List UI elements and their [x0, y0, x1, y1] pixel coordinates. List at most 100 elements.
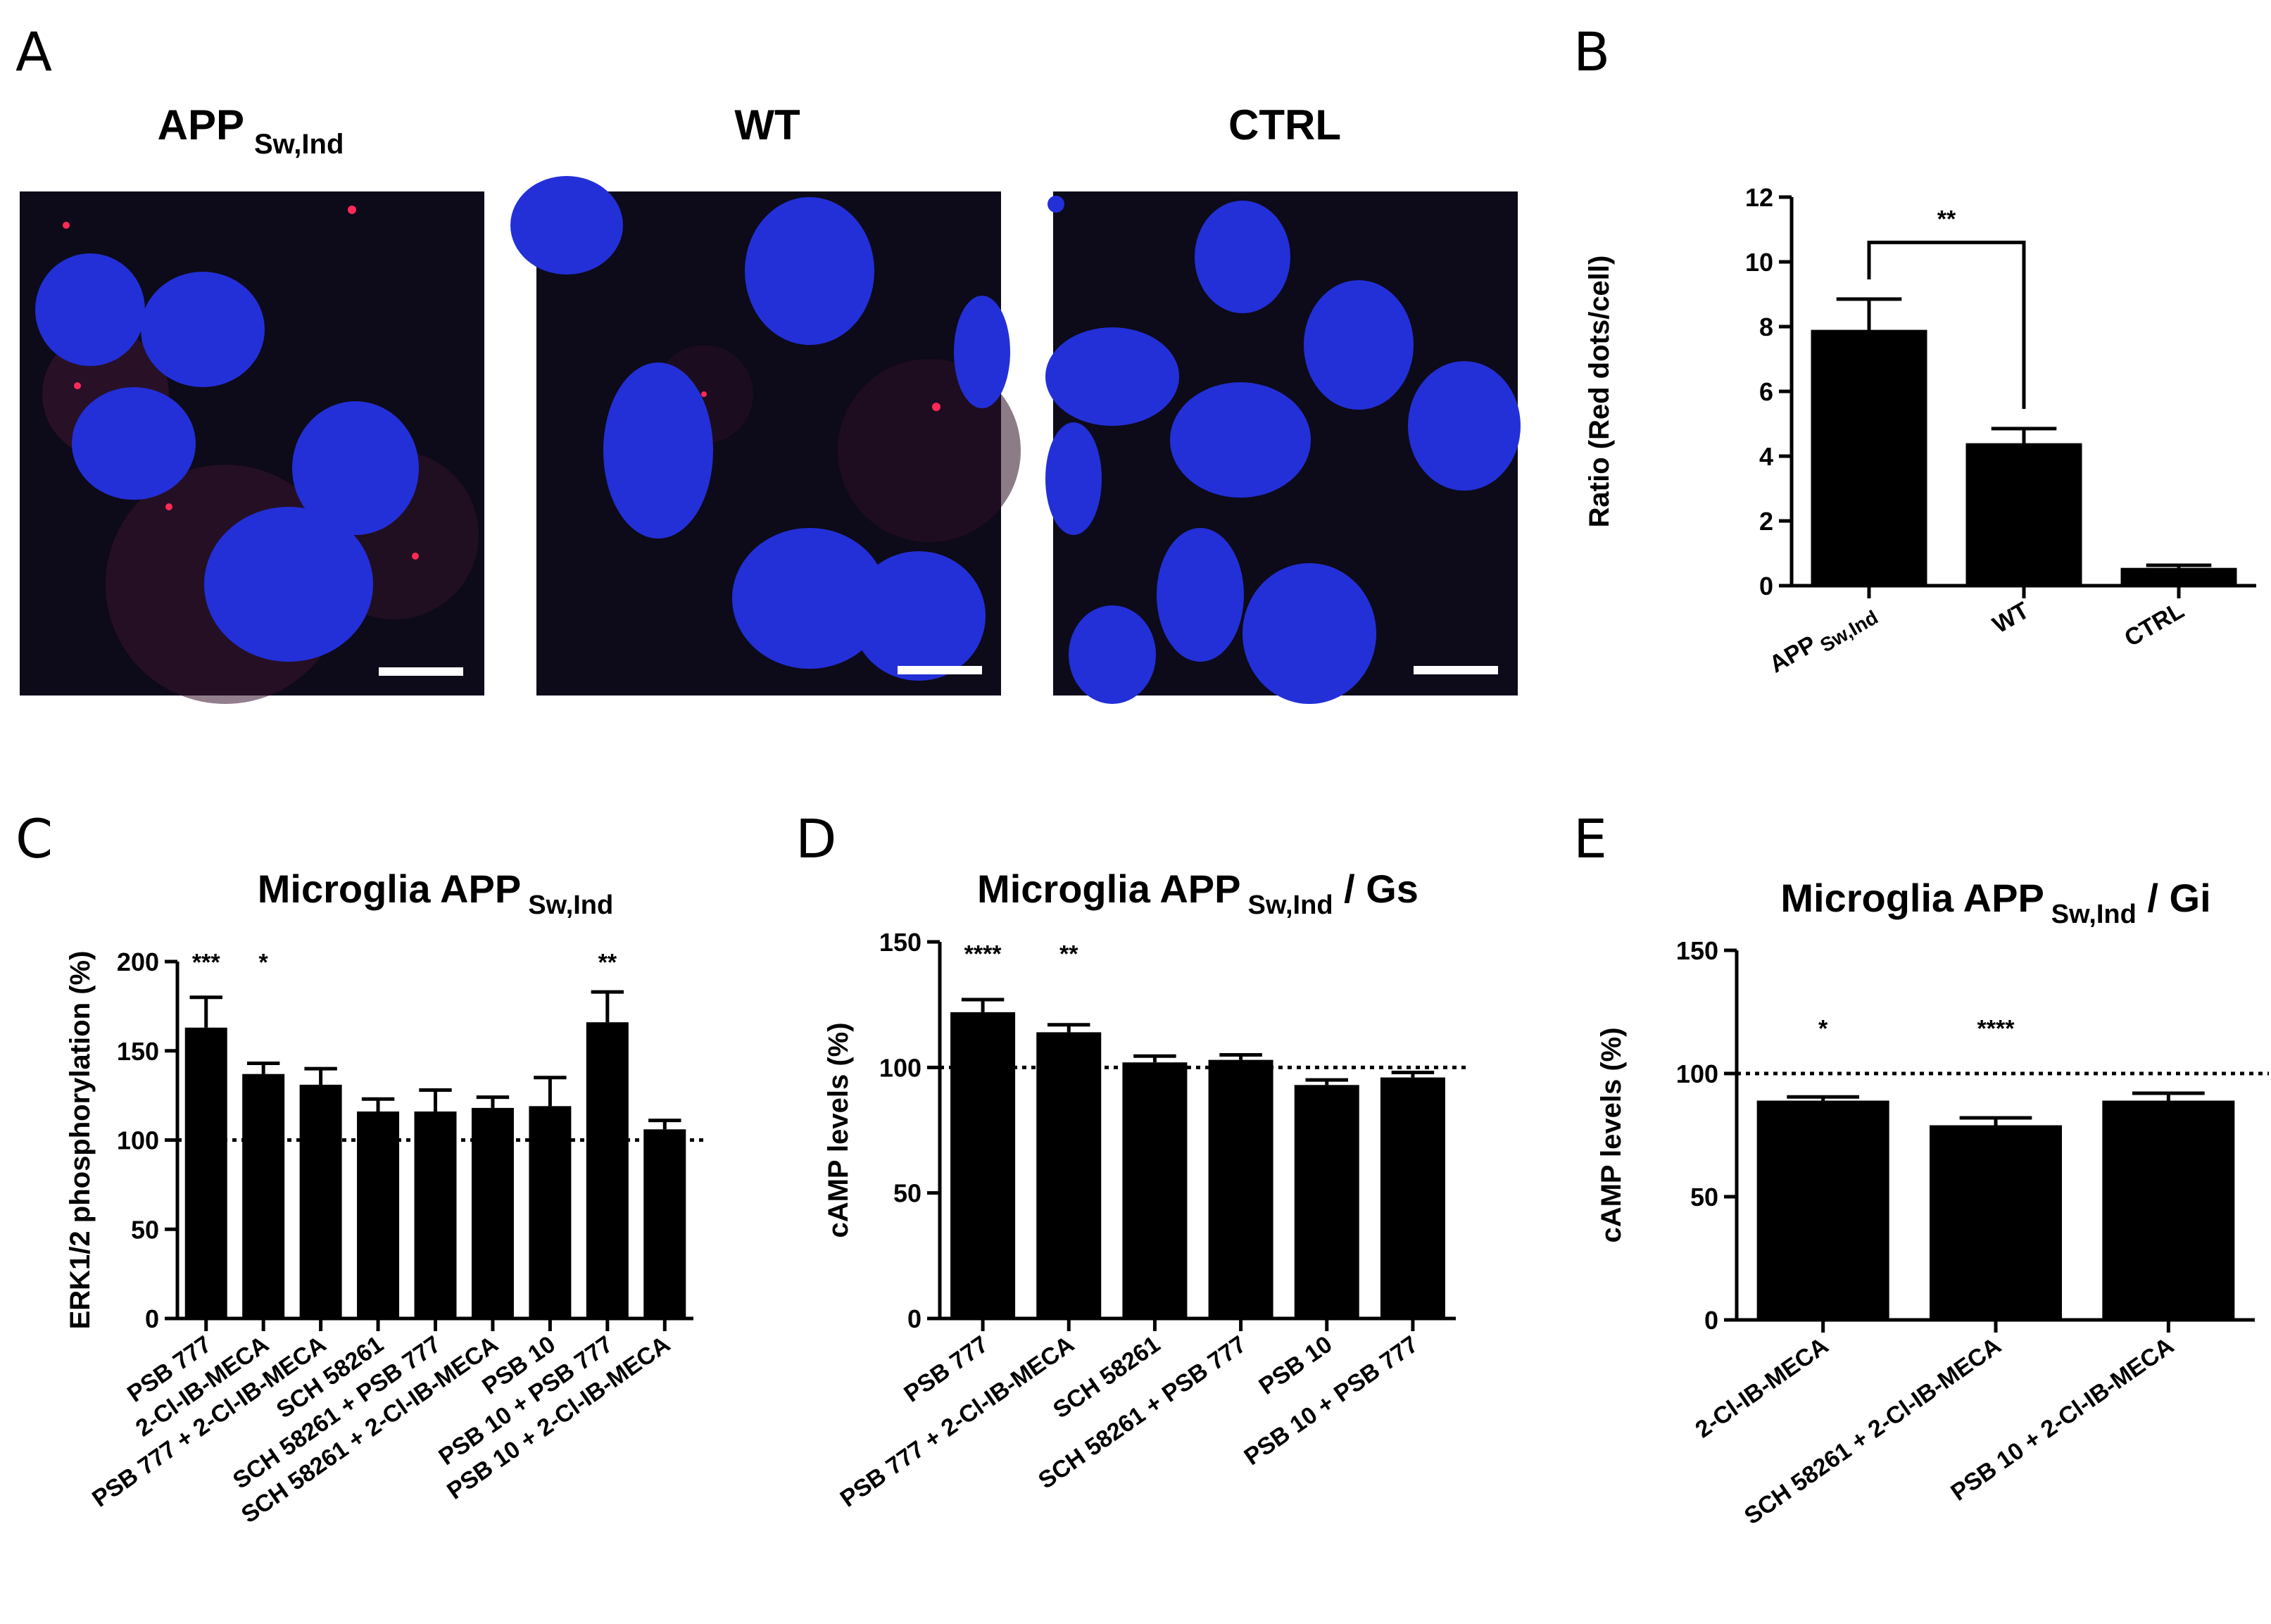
- image-title-ctrl: CTRL: [1228, 101, 1341, 149]
- red-dot: [63, 222, 70, 229]
- bar: [586, 1022, 629, 1318]
- red-dot: [932, 403, 941, 411]
- chart-title-sub: Sw,Ind: [528, 890, 613, 920]
- significance-label: **: [598, 950, 617, 976]
- bar: [1930, 1125, 2062, 1320]
- bar: [529, 1106, 572, 1318]
- micrograph-app: [20, 191, 484, 704]
- y-tick-label: 150: [1676, 936, 1718, 965]
- bar: [1036, 1032, 1102, 1318]
- y-tick-label: 4: [1759, 442, 1773, 471]
- nucleus: [141, 272, 265, 387]
- significance-label: **: [1937, 206, 1956, 232]
- category-label-main: APP: [1765, 631, 1821, 679]
- chart-title: Microglia APP Sw,Ind / Gs: [977, 867, 1418, 920]
- y-tick-label: 150: [117, 1037, 159, 1066]
- y-tick-label: 50: [893, 1179, 921, 1208]
- significance-label: ****: [1977, 1016, 2015, 1043]
- nucleus: [1408, 361, 1521, 491]
- chart-b: Ratio (Red dots/cell) 0 2 4 6 8 10 12 APPSw,Ind W…: [1584, 183, 2256, 683]
- y-tick-label: 0: [907, 1304, 921, 1333]
- chart-title-suffix: / Gs: [1333, 867, 1418, 911]
- red-dot: [412, 553, 419, 560]
- y-tick-label: 8: [1759, 313, 1773, 341]
- nucleus: [1157, 528, 1244, 662]
- red-dot: [348, 206, 356, 214]
- panel-letter-b: B: [1573, 20, 1610, 83]
- category-label: APPSw,Ind: [1765, 597, 1882, 683]
- y-tick-label: 100: [117, 1126, 159, 1155]
- significance-label: ***: [192, 950, 220, 976]
- significance-label: ****: [964, 941, 1002, 968]
- y-tick-label: 50: [131, 1215, 159, 1244]
- bar: [357, 1111, 400, 1318]
- scale-bar: [1414, 666, 1498, 674]
- y-axis-label: cAMP levels (%): [1596, 1027, 1627, 1242]
- y-tick-label: 10: [1745, 248, 1773, 277]
- image-title-wt: WT: [734, 101, 800, 149]
- y-axis-label: ERK1/2 phosphorylation (%): [65, 951, 96, 1330]
- bar: [950, 1012, 1016, 1318]
- nucleus: [510, 176, 623, 275]
- bar: [414, 1111, 457, 1318]
- nucleus: [292, 401, 419, 535]
- bar: [184, 1027, 227, 1318]
- bar: [1380, 1077, 1445, 1318]
- y-tick-label: 12: [1745, 183, 1773, 212]
- y-tick-label: 6: [1759, 377, 1773, 406]
- bar: [643, 1129, 686, 1318]
- significance-bracket: [1867, 240, 2026, 409]
- nucleus: [1045, 327, 1179, 426]
- y-tick-label: 2: [1759, 507, 1773, 536]
- bar: [1756, 1100, 1889, 1320]
- image-title-app: APP Sw,Ind: [158, 101, 344, 160]
- nucleus: [1243, 563, 1376, 704]
- y-tick-label: 100: [1676, 1059, 1718, 1088]
- chart-title-main: Microglia APP: [1780, 876, 2044, 920]
- red-dot: [74, 382, 81, 389]
- chart-title-suffix: / Gi: [2137, 876, 2211, 920]
- red-dot: [165, 503, 172, 510]
- micrograph-wt: [510, 176, 1021, 695]
- nucleus: [204, 507, 373, 662]
- bar: [1122, 1062, 1188, 1318]
- significance-label: *: [1818, 1016, 1828, 1043]
- bar: [1294, 1085, 1359, 1318]
- nucleus: [745, 197, 874, 345]
- category-label-main: CTRL: [2120, 597, 2189, 652]
- panel-a: A APP Sw,Ind WT CTRL: [15, 20, 1521, 704]
- category-label-main: 2-Cl-IB-MECA: [1690, 1332, 1833, 1443]
- bar: [2120, 567, 2237, 586]
- y-tick-label: 50: [1690, 1183, 1718, 1211]
- nucleus: [732, 528, 887, 669]
- significance-label: **: [1059, 941, 1078, 968]
- y-axis-label: Ratio (Red dots/cell): [1584, 256, 1615, 528]
- y-tick-label: 100: [879, 1053, 921, 1082]
- bar: [2102, 1100, 2235, 1320]
- bar: [1208, 1059, 1273, 1318]
- micrograph-ctrl: [1045, 191, 1521, 704]
- y-tick-label: 0: [145, 1304, 159, 1333]
- chart-title: Microglia APP Sw,Ind / Gi: [1780, 876, 2210, 929]
- nucleus: [852, 551, 986, 681]
- category-label-sub: Sw,Ind: [1816, 606, 1882, 656]
- bar: [242, 1074, 285, 1318]
- chart-d: Microglia APP Sw,Ind / Gs cAMP levels (%) 0…: [823, 867, 1470, 1513]
- category-label-main: WT: [1988, 597, 2034, 638]
- chart-e: Microglia APP Sw,Ind / Gi cAMP levels (%) 0…: [1596, 876, 2269, 1530]
- y-tick-label: 0: [1759, 572, 1773, 600]
- category-label: CTRL: [2120, 597, 2189, 652]
- nucleus: [1069, 605, 1156, 704]
- category-label: WT: [1988, 597, 2034, 638]
- y-tick-label: 0: [1704, 1306, 1718, 1335]
- panel-letter-e: E: [1573, 807, 1607, 870]
- panel-letter-d: D: [795, 807, 837, 870]
- scale-bar: [898, 666, 982, 674]
- category-label: 2-Cl-IB-MECA: [1690, 1332, 1833, 1443]
- red-dot: [701, 391, 707, 397]
- nucleus: [1045, 422, 1102, 535]
- y-axis-label: cAMP levels (%): [823, 1022, 854, 1238]
- panel-letter-c: C: [15, 807, 53, 870]
- panel-letter-a: A: [15, 20, 52, 83]
